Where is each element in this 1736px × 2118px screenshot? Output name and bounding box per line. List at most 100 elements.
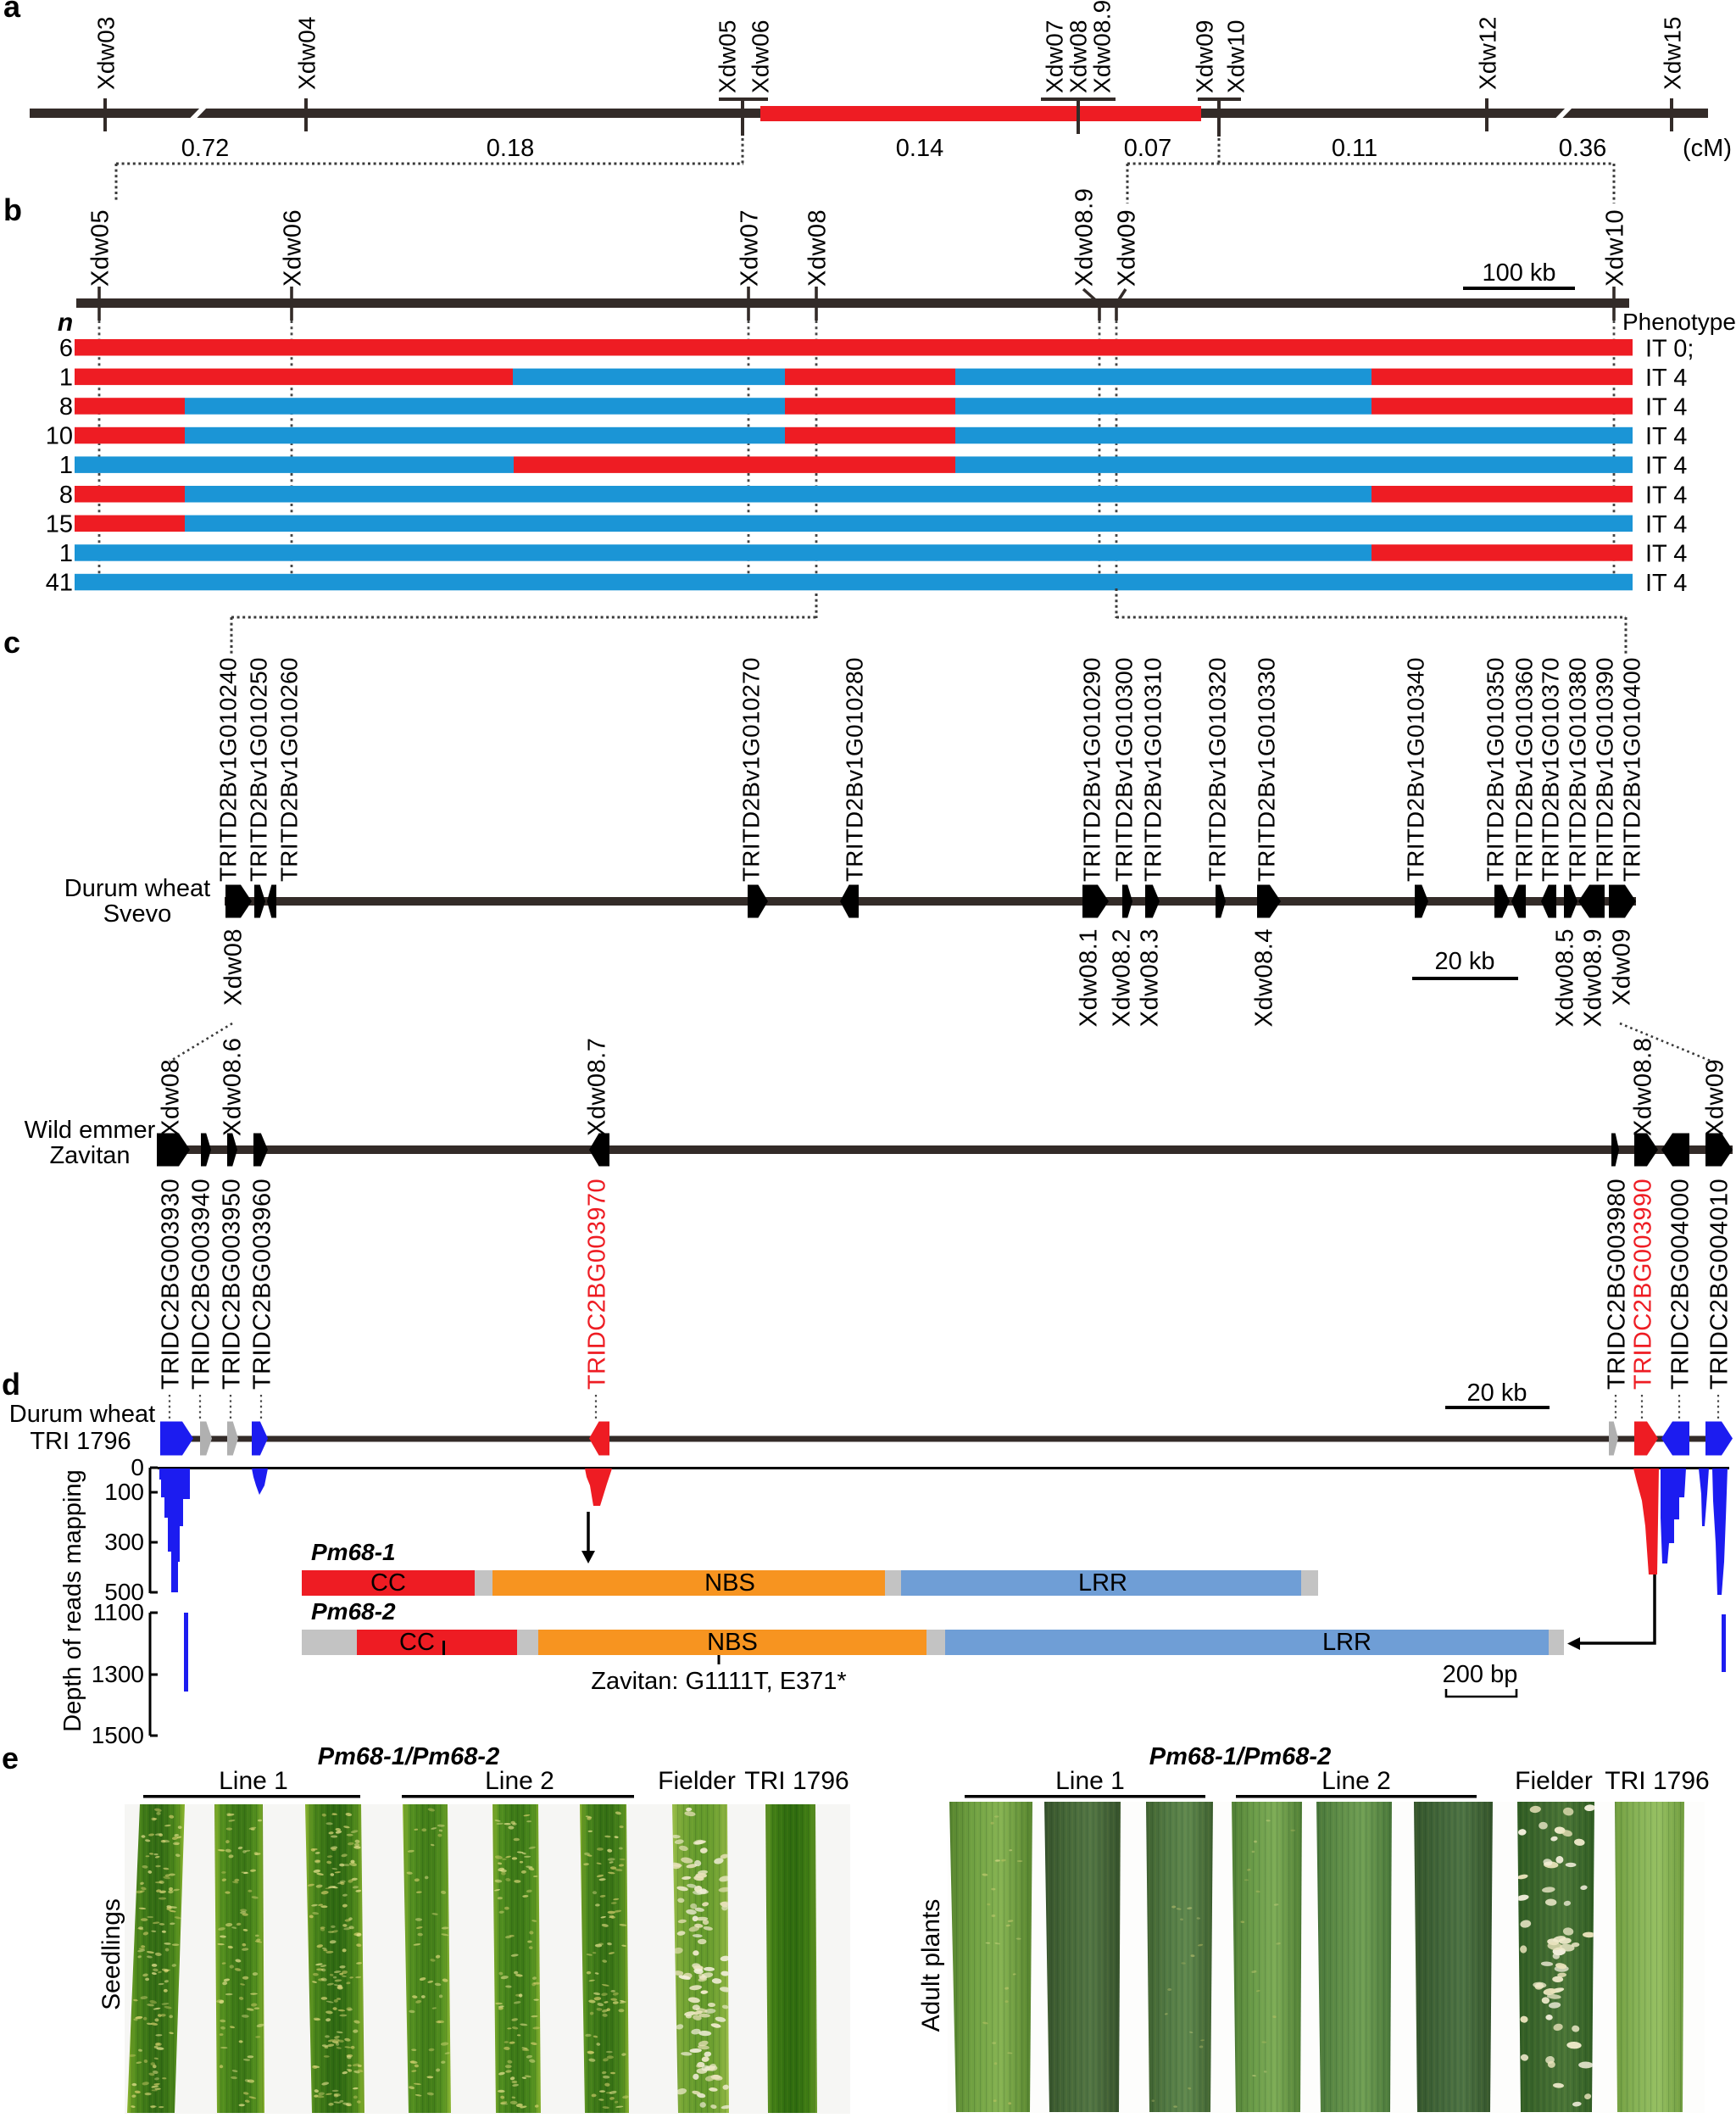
- svg-text:TRI 1796: TRI 1796: [1605, 1767, 1709, 1795]
- svg-text:Zavitan: Zavitan: [49, 1142, 130, 1169]
- svg-text:Xdw09: Xdw09: [1609, 928, 1636, 1006]
- svg-text:Xdw07: Xdw07: [737, 209, 764, 287]
- svg-text:TRITD2Bv1G010270: TRITD2Bv1G010270: [738, 657, 765, 882]
- svg-text:TRITD2Bv1G010290: TRITD2Bv1G010290: [1079, 657, 1105, 882]
- svg-text:CC: CC: [370, 1569, 406, 1597]
- svg-text:Pm68-1/Pm68-2: Pm68-1/Pm68-2: [318, 1743, 499, 1770]
- svg-text:TRITD2Bv1G010310: TRITD2Bv1G010310: [1140, 657, 1166, 882]
- svg-text:TRITD2Bv1G010390: TRITD2Bv1G010390: [1592, 657, 1618, 882]
- svg-text:500: 500: [104, 1579, 144, 1605]
- svg-text:Xdw09: Xdw09: [1702, 1059, 1729, 1136]
- svg-text:Pm68-1/Pm68-2: Pm68-1/Pm68-2: [1149, 1743, 1331, 1770]
- svg-text:Xdw10: Xdw10: [1223, 20, 1249, 93]
- svg-text:Xdw09: Xdw09: [1114, 209, 1141, 287]
- svg-text:Pm68-1: Pm68-1: [311, 1539, 396, 1565]
- svg-text:Xdw08.8: Xdw08.8: [1630, 1038, 1657, 1136]
- svg-text:Xdw08: Xdw08: [1066, 20, 1092, 93]
- svg-text:Xdw06: Xdw06: [748, 20, 774, 93]
- svg-text:TRITD2Bv1G010320: TRITD2Bv1G010320: [1205, 657, 1231, 882]
- svg-text:IT 4: IT 4: [1645, 365, 1687, 392]
- svg-text:IT 4: IT 4: [1645, 482, 1687, 509]
- svg-text:Phenotype: Phenotype: [1622, 309, 1736, 335]
- svg-text:TRIDC2BG003960: TRIDC2BG003960: [249, 1179, 276, 1390]
- svg-text:1: 1: [59, 364, 73, 391]
- svg-text:Xdw08.9: Xdw08.9: [1580, 928, 1607, 1027]
- svg-text:Xdw15: Xdw15: [1660, 16, 1686, 90]
- svg-text:TRITD2Bv1G010280: TRITD2Bv1G010280: [842, 657, 868, 882]
- svg-text:1100: 1100: [93, 1599, 144, 1625]
- svg-text:Seedlings: Seedlings: [97, 1898, 125, 2010]
- svg-text:Xdw06: Xdw06: [280, 209, 307, 287]
- svg-text:0.18: 0.18: [487, 135, 534, 162]
- svg-text:Adult plants: Adult plants: [917, 1899, 945, 2032]
- svg-text:Xdw03: Xdw03: [93, 16, 120, 90]
- svg-text:TRITD2Bv1G010370: TRITD2Bv1G010370: [1538, 657, 1564, 882]
- svg-text:c: c: [3, 625, 20, 660]
- svg-text:Xdw08.5: Xdw08.5: [1552, 928, 1579, 1027]
- svg-text:IT 4: IT 4: [1645, 570, 1687, 597]
- svg-text:200 bp: 200 bp: [1443, 1661, 1518, 1688]
- svg-text:Xdw08: Xdw08: [804, 209, 832, 287]
- svg-text:IT 4: IT 4: [1645, 540, 1687, 567]
- svg-text:Durum wheat: Durum wheat: [64, 875, 210, 902]
- svg-text:Xdw08: Xdw08: [158, 1059, 185, 1136]
- svg-text:CC: CC: [399, 1629, 435, 1656]
- svg-text:0.72: 0.72: [181, 135, 229, 162]
- svg-text:Depth of reads mapping: Depth of reads mapping: [59, 1469, 86, 1732]
- svg-text:TRITD2Bv1G010400: TRITD2Bv1G010400: [1619, 657, 1645, 882]
- svg-text:TRIDC2BG004000: TRIDC2BG004000: [1667, 1179, 1694, 1390]
- svg-text:Pm68-2: Pm68-2: [311, 1598, 396, 1625]
- svg-text:Zavitan: G1111T, E371*: Zavitan: G1111T, E371*: [591, 1668, 846, 1695]
- svg-text:15: 15: [46, 510, 73, 538]
- svg-text:TRIDC2BG004010: TRIDC2BG004010: [1706, 1179, 1733, 1390]
- svg-text:TRITD2Bv1G010360: TRITD2Bv1G010360: [1511, 657, 1538, 882]
- svg-text:a: a: [3, 0, 21, 24]
- svg-text:300: 300: [104, 1529, 144, 1555]
- svg-text:6: 6: [59, 335, 73, 362]
- svg-text:d: d: [2, 1367, 20, 1402]
- svg-text:NBS: NBS: [704, 1569, 755, 1597]
- svg-text:100: 100: [104, 1479, 144, 1505]
- svg-text:Xdw08: Xdw08: [220, 928, 248, 1006]
- svg-text:Xdw08.4: Xdw08.4: [1251, 928, 1278, 1027]
- svg-text:TRIDC2BG003930: TRIDC2BG003930: [158, 1179, 185, 1390]
- svg-text:Xdw09: Xdw09: [1192, 20, 1218, 93]
- svg-text:10: 10: [46, 423, 73, 450]
- svg-text:Wild emmer: Wild emmer: [25, 1117, 156, 1144]
- svg-text:Xdw08.9: Xdw08.9: [1089, 0, 1116, 93]
- svg-text:Line 2: Line 2: [485, 1767, 554, 1795]
- svg-text:0.36: 0.36: [1559, 135, 1606, 162]
- svg-text:TRIDC2BG003970: TRIDC2BG003970: [584, 1179, 611, 1390]
- svg-text:b: b: [3, 192, 22, 227]
- svg-text:TRIDC2BG003980: TRIDC2BG003980: [1604, 1179, 1631, 1390]
- svg-text:IT 0;: IT 0;: [1645, 335, 1694, 362]
- svg-text:TRITD2Bv1G010260: TRITD2Bv1G010260: [276, 657, 303, 882]
- svg-text:IT 4: IT 4: [1645, 453, 1687, 480]
- svg-text:IT 4: IT 4: [1645, 511, 1687, 538]
- svg-text:Xdw05: Xdw05: [715, 20, 741, 93]
- svg-text:Xdw08.9: Xdw08.9: [1071, 188, 1099, 287]
- svg-text:e: e: [2, 1741, 19, 1775]
- svg-text:NBS: NBS: [707, 1629, 758, 1656]
- svg-text:Line 1: Line 1: [219, 1767, 288, 1795]
- svg-text:Xdw08.3: Xdw08.3: [1137, 928, 1164, 1027]
- svg-text:TRITD2Bv1G010240: TRITD2Bv1G010240: [215, 657, 242, 882]
- svg-text:20 kb: 20 kb: [1467, 1379, 1527, 1407]
- svg-text:Xdw08.1: Xdw08.1: [1076, 928, 1103, 1027]
- svg-text:20 kb: 20 kb: [1435, 948, 1495, 975]
- svg-text:IT 4: IT 4: [1645, 393, 1687, 421]
- svg-text:Durum wheat: Durum wheat: [9, 1401, 155, 1428]
- svg-text:TRIDC2BG003990: TRIDC2BG003990: [1630, 1179, 1657, 1390]
- svg-text:TRIDC2BG003940: TRIDC2BG003940: [188, 1179, 215, 1390]
- svg-text:Line 1: Line 1: [1055, 1767, 1125, 1795]
- svg-text:Xdw08.6: Xdw08.6: [220, 1038, 247, 1136]
- svg-text:8: 8: [59, 482, 73, 509]
- svg-text:0: 0: [131, 1454, 144, 1480]
- svg-text:TRI 1796: TRI 1796: [744, 1767, 849, 1795]
- svg-text:TRITD2Bv1G010300: TRITD2Bv1G010300: [1111, 657, 1138, 882]
- svg-text:Xdw05: Xdw05: [87, 209, 114, 287]
- svg-text:TRIDC2BG003950: TRIDC2BG003950: [219, 1179, 246, 1390]
- svg-text:41: 41: [46, 570, 73, 597]
- svg-text:TRITD2Bv1G010340: TRITD2Bv1G010340: [1403, 657, 1429, 882]
- svg-text:Fielder: Fielder: [1515, 1767, 1593, 1795]
